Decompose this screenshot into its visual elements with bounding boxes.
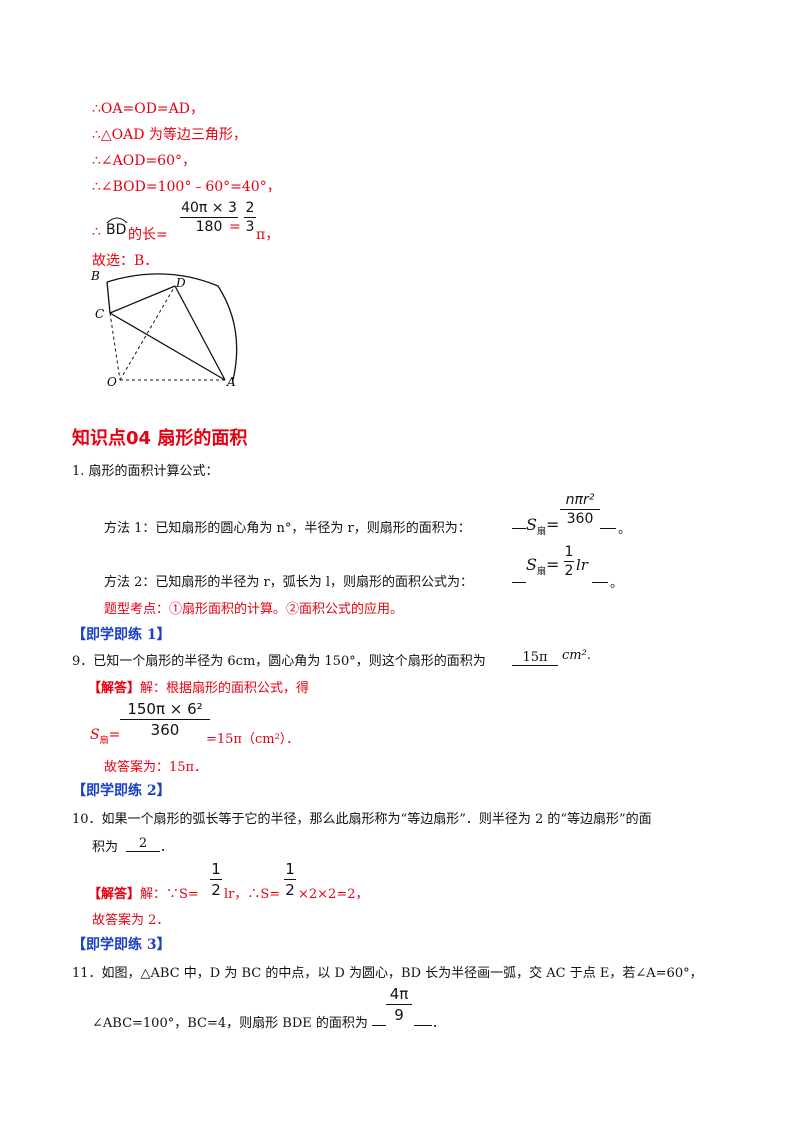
arc-path <box>106 273 238 381</box>
method-1-fraction: nπr² 360 <box>560 492 600 527</box>
method-2-blank-left <box>512 582 526 583</box>
method-1-blank-left <box>512 528 526 529</box>
method-2-text: 方法 2：已知扇形的半径为 r，弧长为 l，则扇形的面积公式为： <box>104 575 474 590</box>
choice-answer: 故选：B． <box>92 253 159 269</box>
practice-3-question-line-1: 11．如图，△ABC 中，D 为 BC 的中点，以 D 为圆心，BD 长为半径画… <box>72 966 703 981</box>
practice-1-solution: 【解答】解：根据扇形的面积公式，得 <box>88 681 310 696</box>
arc-length-text: 的长= <box>128 227 168 243</box>
practice-2-question-line-2: 积为 <box>92 840 119 855</box>
method-1-end: 。 <box>618 522 632 537</box>
practice-3-end: ． <box>432 1016 446 1031</box>
practice-1-fraction: 150π × 6² 360 <box>120 700 210 739</box>
method-2-fraction: 1 2 <box>564 544 574 579</box>
practice-2-answer: 2 <box>126 836 160 852</box>
question-type-points: 题型考点：①扇形面积的计算。②面积公式的应用。 <box>104 602 404 617</box>
practice-3-tag: 【即学即练 3】 <box>72 937 171 953</box>
practice-2-final: 故答案为 2． <box>92 913 170 928</box>
method-2-blank-right <box>592 582 608 583</box>
method-2-s: S扇= <box>526 555 560 578</box>
solution-line-3: ∴∠AOD=60°， <box>92 153 196 169</box>
practice-1-unit: cm². <box>562 648 591 663</box>
label-a: A <box>226 375 236 389</box>
method-2-end: 。 <box>610 576 624 591</box>
practice-2-question-line-1: 10．如果一个扇形的弧长等于它的半径，那么此扇形称为“等边扇形”．则半径为 2 … <box>72 812 652 827</box>
segment-ca <box>109 312 226 381</box>
therefore-symbol: ∴ <box>92 224 101 240</box>
method-1-text: 方法 1：已知扇形的圆心角为 n°，半径为 r，则扇形的面积为： <box>104 521 471 536</box>
practice-1-final: 故答案为：15π． <box>104 760 208 775</box>
practice-1-s-label: S扇= <box>90 727 121 746</box>
practice-2-fraction-1: 1 2 <box>210 860 222 899</box>
practice-2-fraction-2: 1 2 <box>284 860 296 899</box>
practice-1-tag: 【即学即练 1】 <box>72 627 171 643</box>
practice-2-solution-start: 【解答】解：∵S= <box>88 887 199 902</box>
arc-bd-label: BD <box>106 217 128 238</box>
solution-line-4: ∴∠BOD=100°﹣60°=40°， <box>92 179 281 195</box>
practice-2-tag: 【即学即练 2】 <box>72 783 171 799</box>
method-1-blank-right <box>600 528 616 529</box>
label-o: O <box>107 375 117 389</box>
geometry-figure: B D C O A <box>90 269 238 389</box>
segment-da <box>174 285 226 381</box>
label-d: D <box>175 276 186 290</box>
practice-2-end: ． <box>160 840 174 855</box>
practice-3-answer-fraction: 4π 9 <box>386 985 412 1024</box>
segment-od <box>119 285 176 381</box>
arc-tail: π， <box>256 227 280 243</box>
practice-1-question: 9．已知一个扇形的半径为 6cm，圆心角为 150°，则这个扇形的面积为 <box>72 654 486 669</box>
arc-overline-icon <box>106 217 128 224</box>
practice-3-blank-right <box>414 1025 432 1026</box>
arc-result-fraction: 2 = 3 <box>229 200 256 235</box>
label-b: B <box>90 269 100 283</box>
solution-line-2: ∴△OAD 为等边三角形， <box>92 127 247 143</box>
method-2-lr: lr <box>576 556 588 574</box>
label-c: C <box>95 307 104 321</box>
method-1-s: S扇= <box>526 515 560 538</box>
segment-co <box>109 312 121 381</box>
segment-bc <box>106 281 111 314</box>
segment-cd <box>109 285 176 314</box>
practice-2-solution-mid: lr，∴S= <box>224 887 281 902</box>
formula-heading: 1. 扇形的面积计算公式： <box>72 464 219 479</box>
practice-1-result: =15π（cm²）． <box>206 732 300 747</box>
section-title: 知识点04 扇形的面积 <box>72 428 248 449</box>
practice-3-blank-left <box>372 1025 386 1026</box>
practice-3-question-line-2: ∠ABC=100°，BC=4，则扇形 BDE 的面积为 <box>92 1016 368 1031</box>
arc-fraction: 40π × 3 180 <box>180 200 238 235</box>
practice-2-solution-tail: ×2×2=2， <box>298 887 369 902</box>
solution-line-1: ∴OA=OD=AD， <box>92 101 204 117</box>
practice-1-answer: 15π <box>512 650 558 666</box>
